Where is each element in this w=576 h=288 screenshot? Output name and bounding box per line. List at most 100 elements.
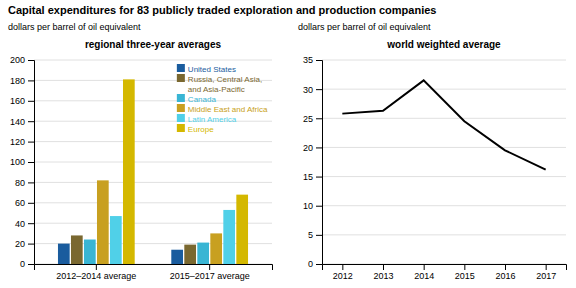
subtitle: dollars per barrel of oil equivalent xyxy=(8,22,141,32)
y-axis-tick-mark xyxy=(28,182,34,183)
y-axis-tick-label: 20 xyxy=(303,143,313,153)
y-axis-tick-label: 160 xyxy=(10,96,25,106)
y-axis-tick-label: 15 xyxy=(303,172,313,182)
y-axis-tick-mark xyxy=(316,235,322,236)
y-axis-tick: 5 xyxy=(308,230,322,240)
y-axis-tick-label: 140 xyxy=(10,117,25,127)
x-axis-tick-mark xyxy=(383,264,384,270)
bar xyxy=(58,244,70,264)
legend-label: Latin America xyxy=(188,115,237,124)
x-axis-tick-label: 2016 xyxy=(495,271,515,281)
y-axis-tick: 35 xyxy=(303,55,322,65)
y-axis-tick-mark xyxy=(28,162,34,163)
bar xyxy=(84,240,96,264)
panel-title: regional three-year averages xyxy=(85,39,222,50)
x-axis-tick-mark xyxy=(424,264,425,270)
grid-line xyxy=(322,147,566,148)
legend: United StatesRussia, Central Asia,and As… xyxy=(177,64,268,134)
y-axis-tick: 40 xyxy=(15,219,34,229)
grid-line xyxy=(34,162,272,163)
y-axis-tick: 15 xyxy=(303,172,322,182)
y-axis-tick-mark xyxy=(28,142,34,143)
x-axis-line xyxy=(35,265,273,271)
y-axis-line xyxy=(28,61,35,265)
y-axis-tick: 200 xyxy=(10,55,34,65)
y-axis: 05101520253035 xyxy=(303,55,323,269)
y-axis-tick-mark xyxy=(316,147,322,148)
legend-swatch xyxy=(177,124,185,132)
x-axis-tick-mark xyxy=(342,264,343,270)
grid-line xyxy=(322,176,566,177)
bar xyxy=(110,216,122,264)
legend-label: United States xyxy=(188,65,236,74)
y-axis-tick-mark xyxy=(28,80,34,81)
bar xyxy=(71,235,83,264)
y-axis-tick-label: 100 xyxy=(10,157,25,167)
y-axis-tick: 20 xyxy=(15,239,34,249)
y-axis-tick: 60 xyxy=(15,198,34,208)
grid-line xyxy=(34,223,272,224)
x-axis-tick: 2016 xyxy=(495,264,515,281)
y-axis-tick-mark xyxy=(316,264,322,265)
y-axis-tick: 20 xyxy=(303,143,322,153)
y-axis-tick: 100 xyxy=(10,157,34,167)
y-axis-tick: 25 xyxy=(303,114,322,124)
x-axis-tick-mark xyxy=(546,264,547,270)
line xyxy=(342,80,545,169)
bar xyxy=(171,250,183,264)
x-axis-tick-label: 2015–2017 average xyxy=(170,271,250,281)
y-axis-tick-mark xyxy=(316,177,322,178)
grid xyxy=(34,60,272,264)
y-axis-tick-mark xyxy=(316,89,322,90)
x-axis-tick: 2017 xyxy=(536,264,556,281)
y-axis-tick-mark xyxy=(316,206,322,207)
panel-title: world weighted average xyxy=(386,39,501,50)
legend-label: Canada xyxy=(188,95,217,104)
y-axis-tick-mark xyxy=(28,223,34,224)
bar xyxy=(123,79,135,264)
x-axis: 2012–2014 average 2015–2017 average xyxy=(35,264,273,281)
x-axis-tick-mark xyxy=(209,264,210,270)
chart-root: Capital expenditures for 83 publicly tra… xyxy=(0,0,576,288)
legend-swatch xyxy=(177,64,185,72)
bar xyxy=(210,233,222,264)
y-axis-tick: 160 xyxy=(10,96,34,106)
y-axis-tick-label: 0 xyxy=(20,259,25,269)
y-axis-tick-label: 200 xyxy=(10,55,25,65)
y-axis-tick-mark xyxy=(316,118,322,119)
x-axis-tick: 2015–2017 average xyxy=(170,264,250,281)
bar xyxy=(223,210,235,264)
grid-line xyxy=(34,141,272,142)
x-axis-tick: 2015 xyxy=(455,264,475,281)
grid-line xyxy=(34,60,272,61)
y-axis-tick-label: 20 xyxy=(15,239,25,249)
figure-title: Capital expenditures for 83 publicly tra… xyxy=(8,4,436,16)
legend-swatch xyxy=(177,114,185,122)
grid-line xyxy=(322,205,566,206)
x-axis-tick-mark xyxy=(464,264,465,270)
grid-line xyxy=(322,234,566,235)
grid-line xyxy=(34,100,272,101)
y-axis-tick-label: 80 xyxy=(15,178,25,188)
y-axis-tick: 0 xyxy=(308,259,322,269)
y-axis-tick: 30 xyxy=(303,85,322,95)
x-axis-tick: 2012–2014 average xyxy=(56,264,136,281)
legend-label: Middle East and Africa xyxy=(188,105,268,114)
grid-line xyxy=(34,202,272,203)
subtitle: dollars per barrel of oil equivalent xyxy=(298,22,431,32)
lines xyxy=(342,80,545,169)
bar xyxy=(184,245,196,264)
y-axis-tick-label: 60 xyxy=(15,198,25,208)
legend-swatch xyxy=(177,94,185,102)
x-axis-tick: 2012 xyxy=(333,264,353,281)
x-axis-tick-label: 2012 xyxy=(333,271,353,281)
bar xyxy=(97,180,109,264)
y-axis-tick-label: 25 xyxy=(303,114,313,124)
y-axis-tick-mark xyxy=(316,60,322,61)
x-axis-tick-label: 2012–2014 average xyxy=(56,271,136,281)
grid-line xyxy=(322,60,566,61)
x-axis: 201220132014201520162017 xyxy=(323,264,567,281)
grid-line xyxy=(322,89,566,90)
grid-line xyxy=(34,182,272,183)
y-axis-tick-mark xyxy=(28,203,34,204)
